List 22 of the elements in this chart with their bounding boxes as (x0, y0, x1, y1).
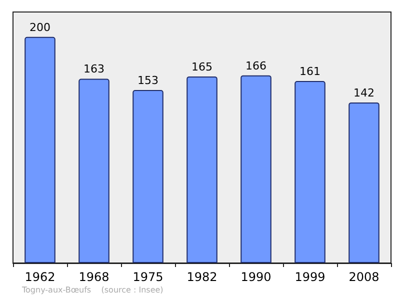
text: Togny-aux-Bœufs (source : Insee) (21, 286, 164, 294)
x-tick-label: 2008 (348, 270, 380, 284)
data-label: 166 (246, 59, 266, 72)
data-label: 161 (300, 64, 320, 78)
data-label: 142 (354, 86, 374, 100)
bar (294, 80, 326, 263)
bar (240, 75, 272, 263)
x-tick-label: 1968 (78, 270, 110, 284)
data-label: 165 (192, 60, 212, 74)
x-tick-label: 1975 (132, 270, 164, 284)
bar (24, 36, 56, 263)
bar (186, 76, 218, 263)
x-tick-label: 1999 (294, 270, 326, 284)
x-tick-label: 1990 (240, 270, 272, 284)
data-label: 200 (30, 20, 50, 34)
x-tick-label: 1962 (24, 270, 56, 284)
bar (132, 90, 164, 263)
x-tick-label: 1982 (186, 270, 218, 284)
data-label: 163 (84, 62, 104, 76)
bar (348, 102, 380, 263)
data-label: 153 (138, 74, 158, 88)
bar (78, 78, 110, 263)
